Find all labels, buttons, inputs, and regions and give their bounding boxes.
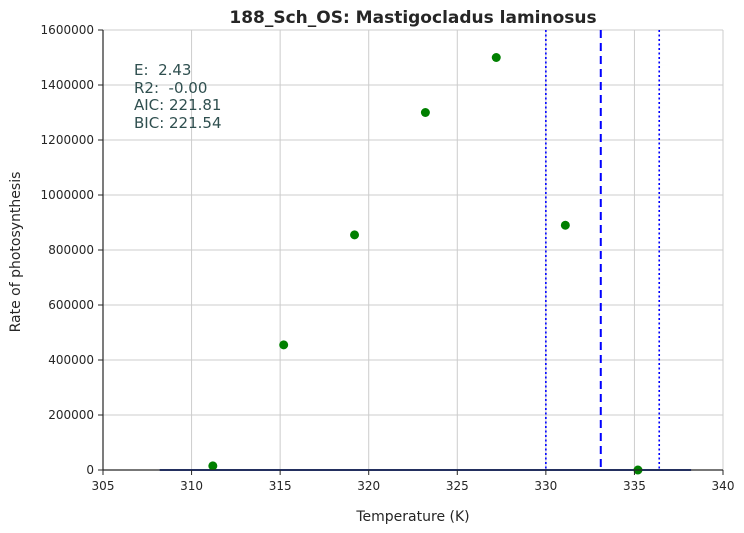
y-tick-label: 1200000 xyxy=(41,133,94,147)
y-tick-labels: 0 200000 400000 600000 800000 1000000 1200000 1… xyxy=(41,23,94,477)
x-tick-labels: 305 310 315 320 325 330 335 340 xyxy=(92,479,735,493)
y-tick-label: 200000 xyxy=(48,408,94,422)
annotation-e: E: 2.43 xyxy=(134,61,191,79)
data-points xyxy=(208,53,643,475)
x-tick-label: 325 xyxy=(446,479,469,493)
x-tick-label: 305 xyxy=(92,479,115,493)
data-point xyxy=(208,461,218,471)
data-point xyxy=(491,53,501,62)
stats-annotation: E: 2.43 R2: -0.00 AIC: 221.81 BIC: 221.5… xyxy=(134,61,222,132)
x-tick-label: 330 xyxy=(534,479,557,493)
y-tick-label: 1400000 xyxy=(41,78,94,92)
x-tick-label: 335 xyxy=(623,479,646,493)
vlines xyxy=(545,30,661,470)
annotation-aic: AIC: 221.81 xyxy=(134,96,221,114)
y-tick-label: 800000 xyxy=(48,243,94,257)
y-tick-label: 600000 xyxy=(48,298,94,312)
x-tick-label: 320 xyxy=(357,479,380,493)
annotation-bic: BIC: 221.54 xyxy=(134,114,222,132)
data-point xyxy=(560,220,570,230)
axes xyxy=(98,29,724,475)
chart-title: 188_Sch_OS: Mastigocladus laminosus xyxy=(229,8,596,28)
y-axis-label: Rate of photosynthesis xyxy=(8,172,24,333)
x-tick-label: 340 xyxy=(712,479,735,493)
x-tick-label: 315 xyxy=(269,479,292,493)
annotation-r2: R2: -0.00 xyxy=(134,79,207,97)
x-tick-label: 310 xyxy=(180,479,203,493)
data-point xyxy=(350,230,360,240)
y-tick-label: 400000 xyxy=(48,353,94,367)
y-tick-label: 0 xyxy=(86,463,94,477)
y-tick-label: 1000000 xyxy=(41,188,94,202)
y-tick-label: 1600000 xyxy=(41,23,94,37)
data-point xyxy=(279,340,289,350)
x-axis-label: Temperature (K) xyxy=(355,509,469,525)
data-point xyxy=(420,108,430,117)
